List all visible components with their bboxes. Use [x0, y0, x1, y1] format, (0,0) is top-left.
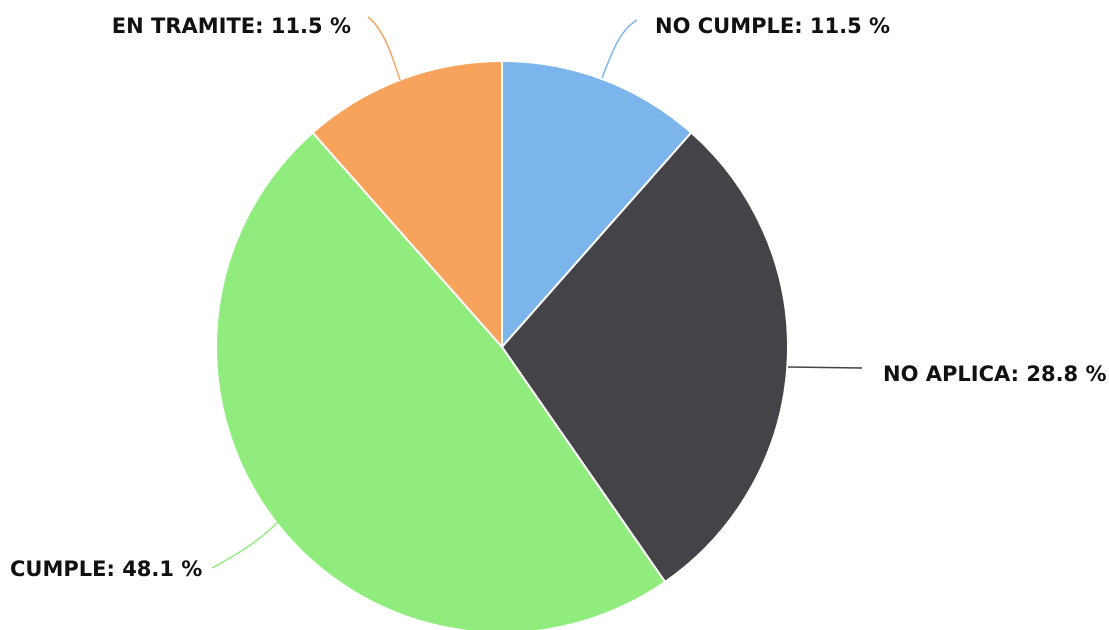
slices-layer [215, 60, 789, 630]
labels-layer: NO CUMPLE: 11.5 % NO APLICA: 28.8 % CUMPLE… [10, 14, 1107, 581]
pie-slice-en-tramite[interactable] [311, 60, 503, 348]
connector-no-cumple [601, 19, 638, 79]
connectors-layer [211, 16, 863, 569]
connector-cumple [211, 521, 279, 569]
pie-slice-no-cumple[interactable] [501, 60, 693, 348]
data-label-no-aplica: NO APLICA: 28.8 % [883, 362, 1107, 386]
data-label-en-tramite: EN TRAMITE: 11.5 % [112, 14, 351, 38]
connector-no-aplica [787, 366, 863, 369]
pie-slice-no-aplica[interactable] [501, 131, 789, 583]
data-label-cumple: CUMPLE: 48.1 % [10, 557, 202, 581]
data-label-no-cumple: NO CUMPLE: 11.5 % [655, 14, 890, 38]
connector-en-tramite [367, 16, 401, 81]
